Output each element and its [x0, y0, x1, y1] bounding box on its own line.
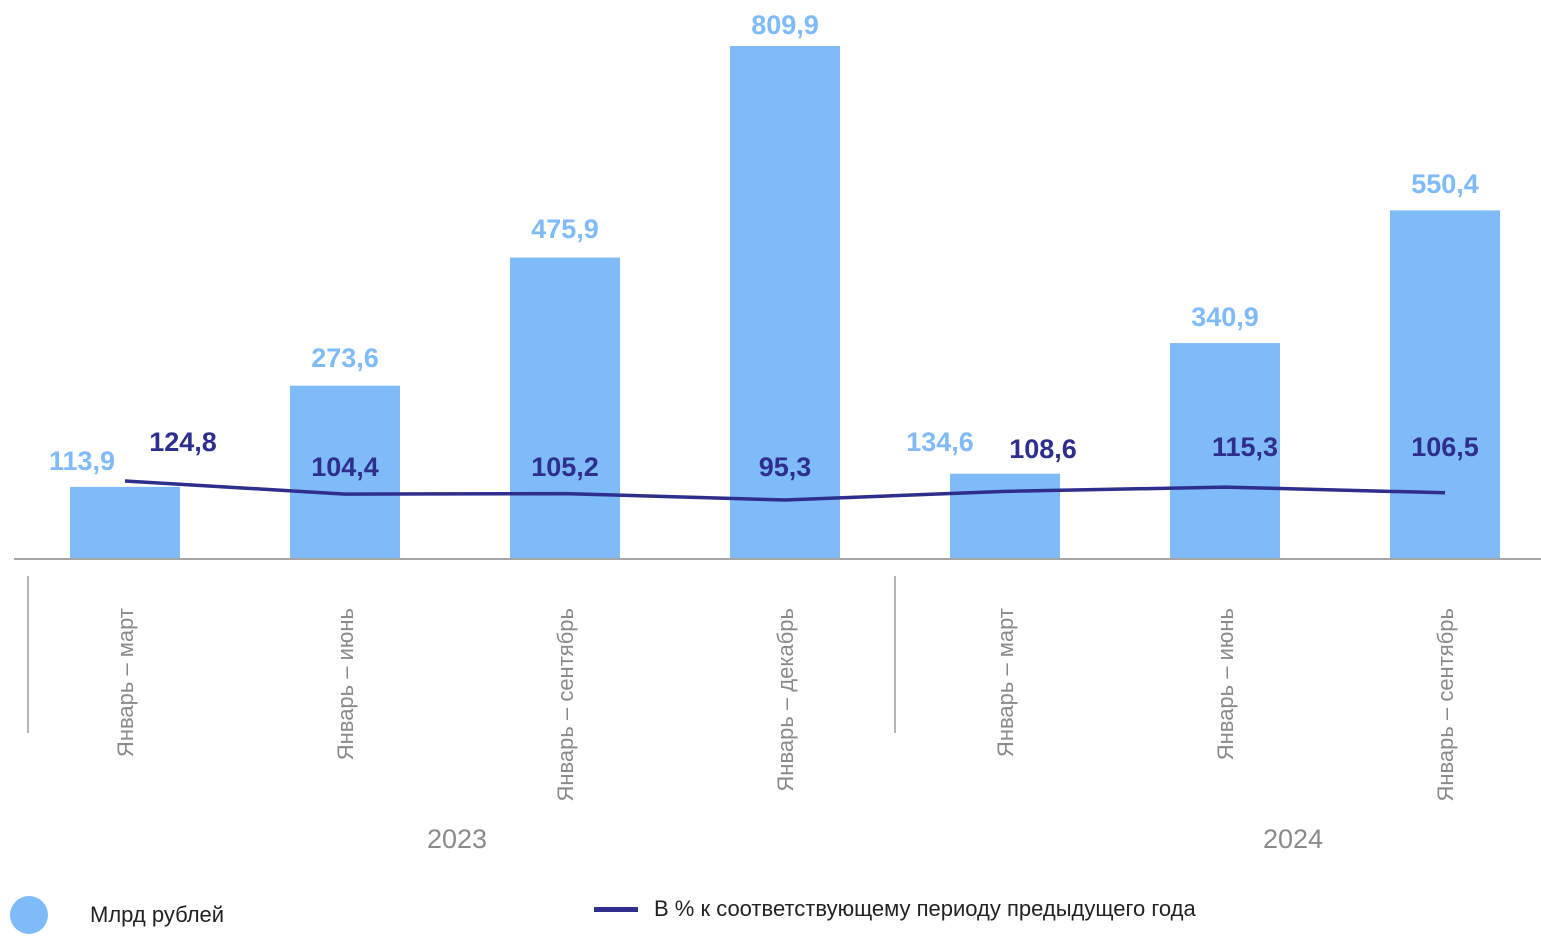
bar-1 [290, 385, 400, 559]
bar-value-label-5: 340,9 [1191, 302, 1259, 332]
legend-line-series: В % к соответствующему периоду предыдуще… [594, 896, 1196, 922]
legend-bar-series: Млрд рублей [10, 896, 224, 934]
x-tick-label-4: Январь – март [993, 608, 1018, 757]
bar-value-label-1: 273,6 [311, 343, 379, 373]
bar-value-label-4: 134,6 [906, 427, 974, 457]
line-value-label-4: 108,6 [1009, 434, 1077, 464]
x-tick-label-6: Январь – сентябрь [1433, 608, 1458, 802]
bar-3 [730, 46, 840, 559]
line-series-path [124, 479, 1446, 502]
line-value-label-1: 104,4 [311, 452, 379, 482]
legend-bar-label: Млрд рублей [90, 902, 225, 927]
line-value-label-6: 106,5 [1411, 432, 1479, 462]
x-tick-label-1: Январь – июнь [333, 608, 358, 760]
group-label-2023: 2023 [427, 824, 487, 854]
bar-5 [1170, 343, 1280, 559]
legend-bar-swatch [10, 896, 48, 934]
line-value-label-5: 115,3 [1212, 432, 1278, 462]
bar-2 [510, 257, 620, 559]
bar-value-label-6: 550,4 [1411, 169, 1479, 199]
bar-4 [950, 473, 1060, 559]
legend-line-label: В % к соответствующему периоду предыдуще… [654, 896, 1196, 921]
x-tick-label-2: Январь – сентябрь [553, 608, 578, 802]
legend-line-swatch [594, 906, 638, 912]
bar-0 [70, 486, 180, 559]
bar-value-label-3: 809,9 [751, 10, 819, 40]
line-value-label-0: 124,8 [149, 427, 217, 457]
x-tick-label-5: Январь – июнь [1213, 608, 1238, 760]
line-value-label-2: 105,2 [531, 452, 599, 482]
group-label-2024: 2024 [1263, 824, 1323, 854]
bar-value-label-0: 113,9 [49, 446, 115, 476]
line-value-label-3: 95,3 [759, 452, 812, 482]
x-tick-label-0: Январь – март [113, 608, 138, 757]
bar-6 [1390, 210, 1500, 559]
chart-svg: 113,9 273,6 475,9 809,9 134,6 340,9 550,4 124,8… [14, 10, 1541, 854]
bar-value-label-2: 475,9 [531, 214, 599, 244]
x-tick-label-3: Январь – декабрь [773, 608, 798, 792]
